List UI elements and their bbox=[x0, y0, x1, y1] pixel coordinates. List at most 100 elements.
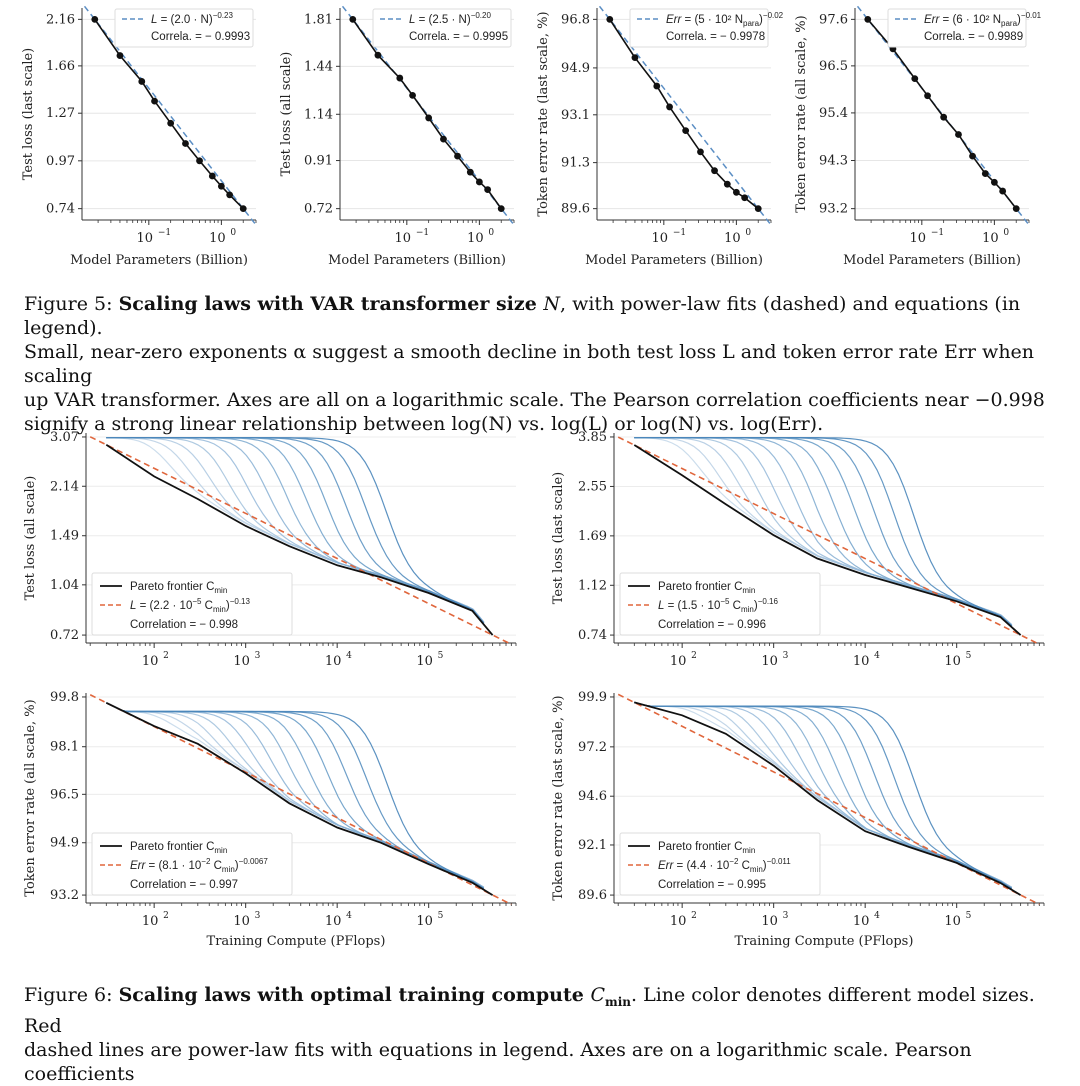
legend-correlation: Correlation = − 0.996 bbox=[658, 619, 766, 631]
data-point bbox=[396, 74, 404, 82]
y-tick-label: 96.8 bbox=[561, 12, 590, 27]
legend-correlation: Correla. = − 0.9995 bbox=[409, 31, 508, 43]
y-tick-label: 89.6 bbox=[561, 202, 590, 217]
data-point bbox=[606, 15, 614, 23]
data-point bbox=[911, 75, 919, 83]
x-tick-label: 10 bbox=[416, 914, 433, 929]
data-point bbox=[969, 152, 976, 160]
data-point bbox=[226, 191, 234, 199]
model-size-curves bbox=[634, 701, 1013, 890]
legend: Pareto frontier Cmin L = (2.2 · 10−5 Cmin… bbox=[91, 572, 293, 636]
x-tick-exponent: 4 bbox=[874, 651, 880, 661]
y-axis-label: Token error rate (last scale, %) bbox=[536, 11, 551, 216]
y-axis-label: Token error rate (all scale, %) bbox=[23, 699, 38, 896]
data-point bbox=[653, 82, 661, 90]
y-tick-label: 99.8 bbox=[50, 690, 79, 705]
y-tick-label: 1.12 bbox=[578, 578, 607, 593]
x-tick-label: 10 bbox=[209, 231, 226, 246]
y-tick-label: 2.55 bbox=[578, 479, 607, 494]
data-point bbox=[999, 187, 1007, 195]
x-tick-label: 10 bbox=[761, 914, 778, 929]
data-point bbox=[924, 92, 931, 100]
x-tick-exponent: 0 bbox=[230, 228, 236, 238]
x-tick-exponent: 4 bbox=[346, 911, 352, 921]
y-tick-label: 98.1 bbox=[50, 740, 79, 755]
y-tick-label: 94.6 bbox=[578, 789, 607, 804]
data-point bbox=[425, 114, 433, 122]
legend: L = (2.5 · N)−0.20 Correla. = − 0.9995 bbox=[372, 8, 512, 48]
data-point bbox=[167, 119, 175, 127]
x-tick-label: 10 bbox=[416, 654, 433, 669]
x-tick-label: 10 bbox=[142, 914, 159, 929]
caption6-var: C bbox=[590, 984, 606, 1006]
x-tick-exponent: 4 bbox=[874, 911, 880, 921]
x-tick-exponent: 4 bbox=[346, 651, 352, 661]
y-tick-label: 95.4 bbox=[819, 106, 848, 121]
legend-equation: L = (1.5 · 10−5 Cmin)−0.16 bbox=[658, 597, 778, 614]
power-law-fit-line bbox=[617, 436, 1040, 645]
model-size-curves bbox=[106, 437, 485, 624]
caption6-var-sub: min bbox=[605, 994, 632, 1009]
legend-correlation: Correla. = − 0.9978 bbox=[666, 31, 765, 43]
legend-equation: Err = (8.1 · 10−2 Cmin)−0.0067 bbox=[130, 857, 268, 874]
y-tick-label: 93.2 bbox=[50, 888, 79, 903]
caption5-rest1: , with power-law fits (dashed) and equat… bbox=[24, 293, 1021, 339]
legend-correlation: Correla. = − 0.9993 bbox=[151, 31, 250, 43]
data-point bbox=[182, 140, 189, 147]
data-point bbox=[682, 127, 690, 135]
legend: Pareto frontier Cmin Err = (8.1 · 10−2 Cm… bbox=[91, 832, 293, 896]
x-tick-label: 10 bbox=[853, 654, 870, 669]
fig5-panel-1: 2.16 1.66 1.27 0.97 0.74 10 −1 10 0 L = (2.0 · N)… bbox=[20, 0, 270, 268]
x-tick-label: 10 bbox=[910, 231, 927, 246]
fig6-chart-3: 99.8 98.1 96.5 94.9 93.2 10 2 10 3 10 4 10 5 Pareto f… bbox=[23, 690, 517, 949]
data-point bbox=[116, 52, 124, 59]
legend-frontier: Pareto frontier Cmin bbox=[658, 581, 755, 595]
caption6-line1: Figure 6: Scaling laws with optimal trai… bbox=[24, 983, 1062, 1038]
data-point bbox=[138, 78, 146, 85]
legend-equation: L = (2.0 · N)−0.23 bbox=[151, 11, 233, 26]
x-tick-exponent: 0 bbox=[745, 228, 751, 238]
y-axis-label: Test loss (all scale) bbox=[279, 52, 294, 177]
legend-frontier: Pareto frontier Cmin bbox=[130, 841, 227, 855]
data-point bbox=[990, 178, 998, 186]
fig6-panel-4: 99.9 97.2 94.6 92.1 89.6 10 2 10 3 10 4 10 5 Pareto f… bbox=[548, 685, 1058, 950]
x-tick-exponent: 0 bbox=[1003, 228, 1009, 238]
fig5-panel-2: 1.81 1.44 1.14 0.91 0.72 10 −1 10 0 L = (2.5 · N)… bbox=[278, 0, 528, 268]
data-point bbox=[440, 135, 447, 143]
x-tick-label: 10 bbox=[142, 654, 159, 669]
data-point bbox=[239, 205, 247, 213]
y-tick-label: 99.9 bbox=[578, 690, 607, 705]
data-point bbox=[981, 170, 989, 177]
data-point bbox=[208, 172, 216, 180]
data-point bbox=[196, 157, 203, 165]
x-tick-label: 10 bbox=[944, 654, 961, 669]
fig5-panel-4: 97.6 96.5 95.4 94.3 93.2 10 −1 10 0 Err = (6 · 10… bbox=[793, 0, 1043, 268]
y-tick-label: 0.72 bbox=[304, 202, 333, 217]
y-axis-label: Test loss (last scale) bbox=[551, 472, 566, 604]
pareto-frontier-line bbox=[105, 701, 494, 896]
data-point bbox=[723, 180, 731, 188]
x-tick-exponent: −1 bbox=[158, 228, 171, 238]
caption6-rest1: . Line color denotes different model siz… bbox=[24, 984, 1035, 1037]
x-tick-label: 10 bbox=[395, 231, 412, 246]
x-axis-label: Model Parameters (Billion) bbox=[843, 253, 1021, 268]
x-axis-label: Model Parameters (Billion) bbox=[328, 253, 506, 268]
figure-6-caption: Figure 6: Scaling laws with optimal trai… bbox=[24, 983, 1062, 1086]
y-tick-label: 94.9 bbox=[50, 836, 79, 851]
model-size-curve bbox=[634, 437, 1013, 627]
y-tick-label: 1.69 bbox=[578, 529, 607, 544]
legend-frontier: Pareto frontier Cmin bbox=[130, 581, 227, 595]
y-axis-label: Test loss (all scale) bbox=[23, 476, 38, 601]
data-point bbox=[864, 15, 872, 23]
y-tick-label: 89.6 bbox=[578, 888, 607, 903]
x-tick-exponent: 5 bbox=[438, 911, 444, 921]
x-tick-label: 10 bbox=[652, 231, 669, 246]
y-tick-label: 92.1 bbox=[578, 838, 607, 853]
x-tick-exponent: −1 bbox=[931, 228, 944, 238]
caption5-line4: signify a strong linear relationship bet… bbox=[24, 413, 824, 435]
x-tick-label: 10 bbox=[670, 914, 687, 929]
y-tick-label: 97.2 bbox=[578, 740, 607, 755]
model-size-curves bbox=[634, 437, 1013, 627]
x-tick-label: 10 bbox=[982, 231, 999, 246]
x-axis-label: Training Compute (PFlops) bbox=[207, 934, 386, 949]
